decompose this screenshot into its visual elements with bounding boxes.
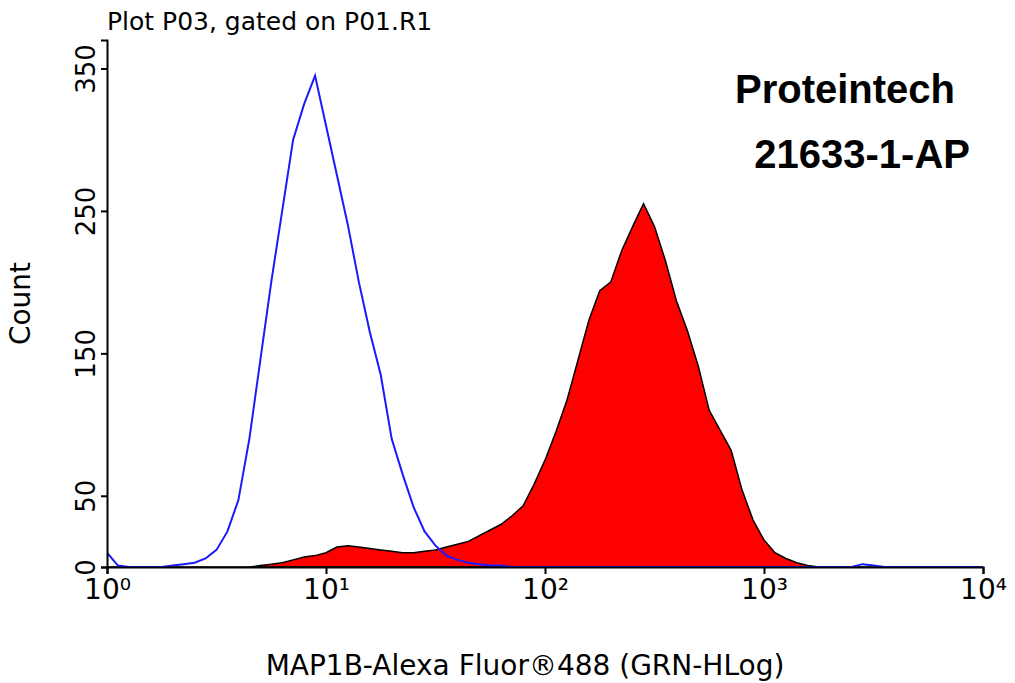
x-tick-label: 10³ <box>741 573 788 606</box>
annotation: Proteintech <box>735 67 955 111</box>
y-tick: 150 <box>71 329 107 379</box>
x-tick: 10² <box>522 567 569 606</box>
y-tick-label: 250 <box>71 187 101 237</box>
x-axis-title: MAP1B-Alexa Fluor®488 (GRN-HLog) <box>266 649 785 682</box>
y-tick-label: 150 <box>71 329 101 379</box>
x-axis: 10⁰ 10¹ 10² 10³ 10⁴ <box>84 567 1007 606</box>
annotation: 21633-1-AP <box>754 132 970 176</box>
y-tick: 250 <box>71 187 107 237</box>
y-tick-mark <box>101 68 107 70</box>
x-tick-label: 10² <box>522 573 569 606</box>
y-tick-mark <box>101 353 107 355</box>
x-tick-label: 10¹ <box>303 573 350 606</box>
y-axis: 0 50 150 250 350 <box>71 41 108 576</box>
x-tick: 10⁴ <box>960 567 1007 606</box>
y-tick: 0 <box>71 559 107 576</box>
y-tick-label: 350 <box>71 44 101 94</box>
x-tick: 10³ <box>741 567 788 606</box>
histogram-line <box>107 76 983 567</box>
x-tick: 10¹ <box>303 567 350 606</box>
y-tick-label: 50 <box>71 480 101 513</box>
plot-area <box>107 76 983 567</box>
y-tick: 350 <box>71 44 107 94</box>
histogram-area <box>107 204 983 567</box>
y-tick-label: 0 <box>71 559 101 576</box>
y-tick: 50 <box>71 480 107 513</box>
x-tick-label: 10⁰ <box>84 573 131 606</box>
y-tick-mark <box>101 567 107 569</box>
chart: 10⁰ 10¹ 10² 10³ 10⁴ 0 50 150 250 350Plot P03, gat… <box>0 0 1015 683</box>
y-tick-mark <box>101 495 107 497</box>
y-axis-line <box>101 41 108 568</box>
title: Plot P03, gated on P01.R1 <box>107 7 432 36</box>
y-tick-mark <box>101 210 107 212</box>
x-tick-label: 10⁴ <box>960 573 1007 606</box>
y-axis-title: Count <box>4 262 37 345</box>
